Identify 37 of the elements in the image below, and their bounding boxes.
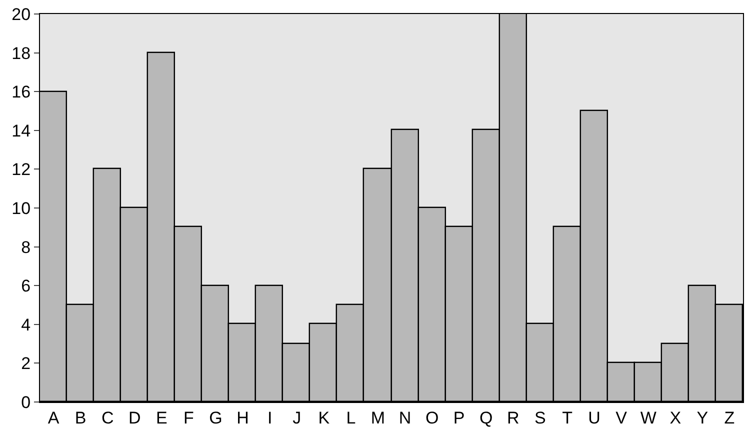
x-tick-label: J <box>292 408 302 428</box>
x-tick-label: G <box>209 408 222 428</box>
x-tick-label: K <box>318 408 330 428</box>
y-tick-label: 6 <box>21 276 31 296</box>
x-tick-label: L <box>346 408 356 428</box>
x-tick-label: M <box>370 408 386 428</box>
y-tick-label: 16 <box>12 82 31 102</box>
x-tick-label: T <box>562 408 572 428</box>
x-tick-label: A <box>48 408 60 428</box>
x-tick-label: S <box>534 408 546 428</box>
y-tick-label: 12 <box>12 160 31 180</box>
x-tick-label: U <box>588 408 600 428</box>
x-tick-label: B <box>74 408 86 428</box>
x-tick-label: R <box>507 408 520 428</box>
y-tick-label: 18 <box>12 44 31 63</box>
x-tick-label: E <box>156 408 168 428</box>
x-tick-label: F <box>184 408 194 428</box>
y-tick-label: 4 <box>21 315 31 334</box>
y-tick-label: 8 <box>21 238 31 257</box>
x-tick-label: O <box>425 408 439 428</box>
y-tick-label: 2 <box>21 354 31 374</box>
x-tick-label: D <box>128 408 141 428</box>
x-tick-label: H <box>236 408 249 428</box>
x-tick-label: P <box>453 408 465 428</box>
x-tick-label: N <box>398 408 412 428</box>
y-tick-label: 0 <box>21 392 31 412</box>
x-tick-label: I <box>267 408 272 428</box>
x-tick-label: Q <box>480 408 493 428</box>
x-tick-label: W <box>640 408 656 428</box>
y-tick-label: 14 <box>12 121 31 140</box>
x-tick-label: Z <box>724 408 735 428</box>
x-tick-label: V <box>616 408 628 428</box>
x-tick-label: Y <box>696 408 708 428</box>
y-tick-label: 10 <box>12 198 31 218</box>
x-tick-label: X <box>670 408 682 428</box>
y-tick-label: 20 <box>12 4 31 24</box>
x-tick-label: C <box>101 408 114 428</box>
